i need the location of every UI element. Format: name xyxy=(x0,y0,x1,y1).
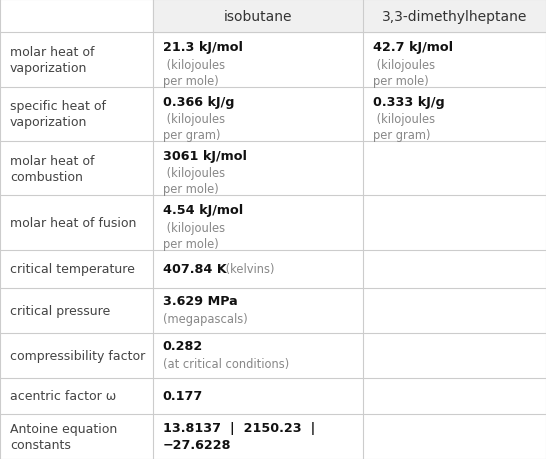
Text: Antoine equation
constants: Antoine equation constants xyxy=(10,422,117,451)
Text: 3.629 MPa: 3.629 MPa xyxy=(163,295,238,308)
Text: (kilojoules
per gram): (kilojoules per gram) xyxy=(163,112,225,142)
Text: critical temperature: critical temperature xyxy=(10,263,135,275)
Text: molar heat of
vaporization: molar heat of vaporization xyxy=(10,46,94,75)
Text: 0.282: 0.282 xyxy=(163,340,203,353)
Text: (megapascals): (megapascals) xyxy=(163,312,247,325)
Text: compressibility factor: compressibility factor xyxy=(10,349,145,362)
Text: (kilojoules
per mole): (kilojoules per mole) xyxy=(163,221,225,250)
Text: molar heat of fusion: molar heat of fusion xyxy=(10,217,136,230)
Text: (kilojoules
per mole): (kilojoules per mole) xyxy=(373,58,435,87)
Text: 3061 kJ/mol: 3061 kJ/mol xyxy=(163,150,247,163)
Text: 0.177: 0.177 xyxy=(163,390,203,403)
Text: acentric factor ω: acentric factor ω xyxy=(10,390,116,403)
Text: 3,3-dimethylheptane: 3,3-dimethylheptane xyxy=(382,10,527,23)
Text: 4.54 kJ/mol: 4.54 kJ/mol xyxy=(163,204,243,217)
Text: (kelvins): (kelvins) xyxy=(222,263,275,275)
Text: 0.366 kJ/g: 0.366 kJ/g xyxy=(163,95,234,108)
Text: 21.3 kJ/mol: 21.3 kJ/mol xyxy=(163,41,243,54)
Text: (kilojoules
per gram): (kilojoules per gram) xyxy=(373,112,435,142)
Text: 407.84 K: 407.84 K xyxy=(163,263,227,275)
Bar xyxy=(153,0,363,33)
Text: 0.333 kJ/g: 0.333 kJ/g xyxy=(373,95,444,108)
Text: (kilojoules
per mole): (kilojoules per mole) xyxy=(163,167,225,196)
Text: 42.7 kJ/mol: 42.7 kJ/mol xyxy=(373,41,453,54)
Bar xyxy=(363,0,546,33)
Text: 13.8137  |  2150.23  |
−27.6228: 13.8137 | 2150.23 | −27.6228 xyxy=(163,421,315,451)
Text: specific heat of
vaporization: specific heat of vaporization xyxy=(10,100,106,129)
Text: critical pressure: critical pressure xyxy=(10,304,110,317)
Text: (at critical conditions): (at critical conditions) xyxy=(163,357,289,370)
Text: (kilojoules
per mole): (kilojoules per mole) xyxy=(163,58,225,87)
Text: molar heat of
combustion: molar heat of combustion xyxy=(10,154,94,183)
Text: isobutane: isobutane xyxy=(224,10,292,23)
